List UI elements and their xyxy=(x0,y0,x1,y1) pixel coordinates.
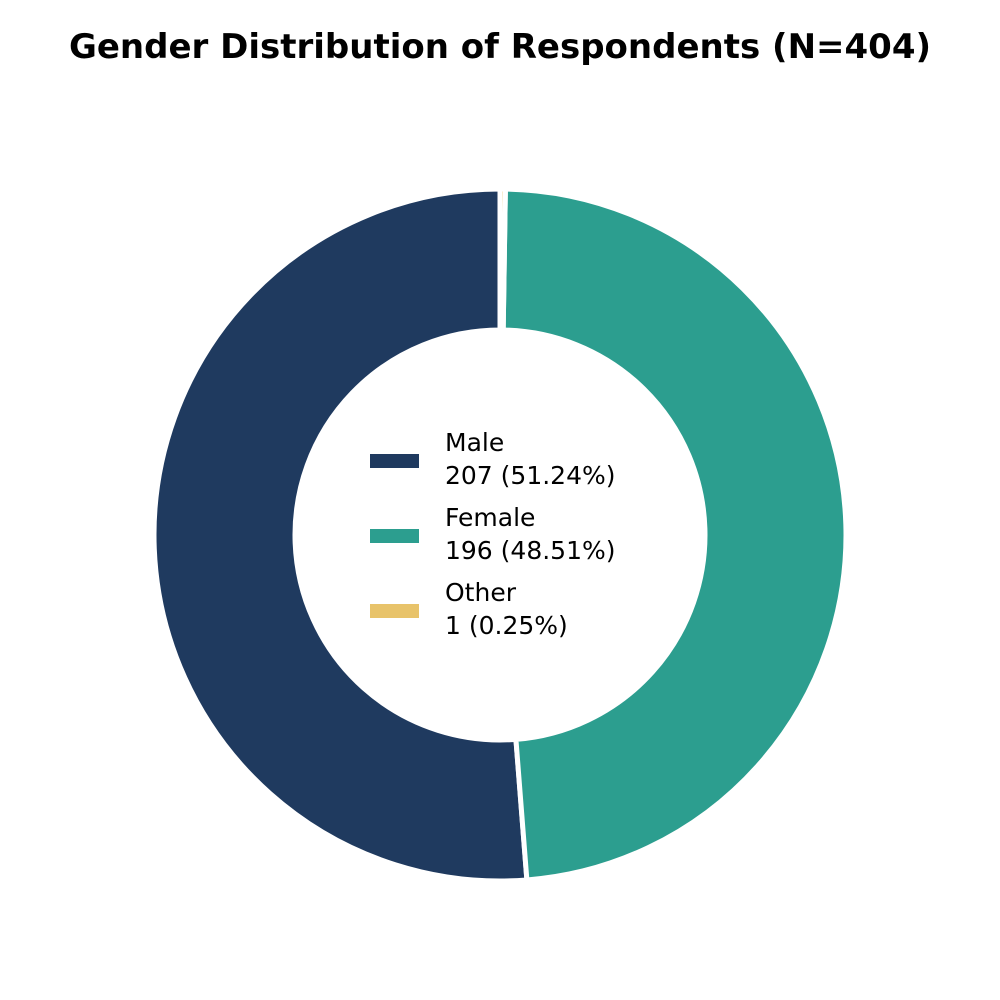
legend-label-male: Male xyxy=(445,428,505,457)
legend-swatch-male xyxy=(370,454,419,468)
legend-label-female: Female xyxy=(445,503,536,532)
legend-value-female: 196 (48.51%) xyxy=(445,536,616,565)
legend-label-other: Other xyxy=(445,578,516,607)
donut-slice-other xyxy=(497,186,508,333)
legend-swatch-female xyxy=(370,529,419,543)
legend-swatch-other xyxy=(370,604,419,618)
donut-slice-male xyxy=(151,186,530,884)
legend-value-male: 207 (51.24%) xyxy=(445,461,616,490)
donut-slice-female xyxy=(500,186,849,883)
chart-title: Gender Distribution of Respondents (N=40… xyxy=(68,27,932,67)
legend-value-other: 1 (0.25%) xyxy=(445,611,568,640)
